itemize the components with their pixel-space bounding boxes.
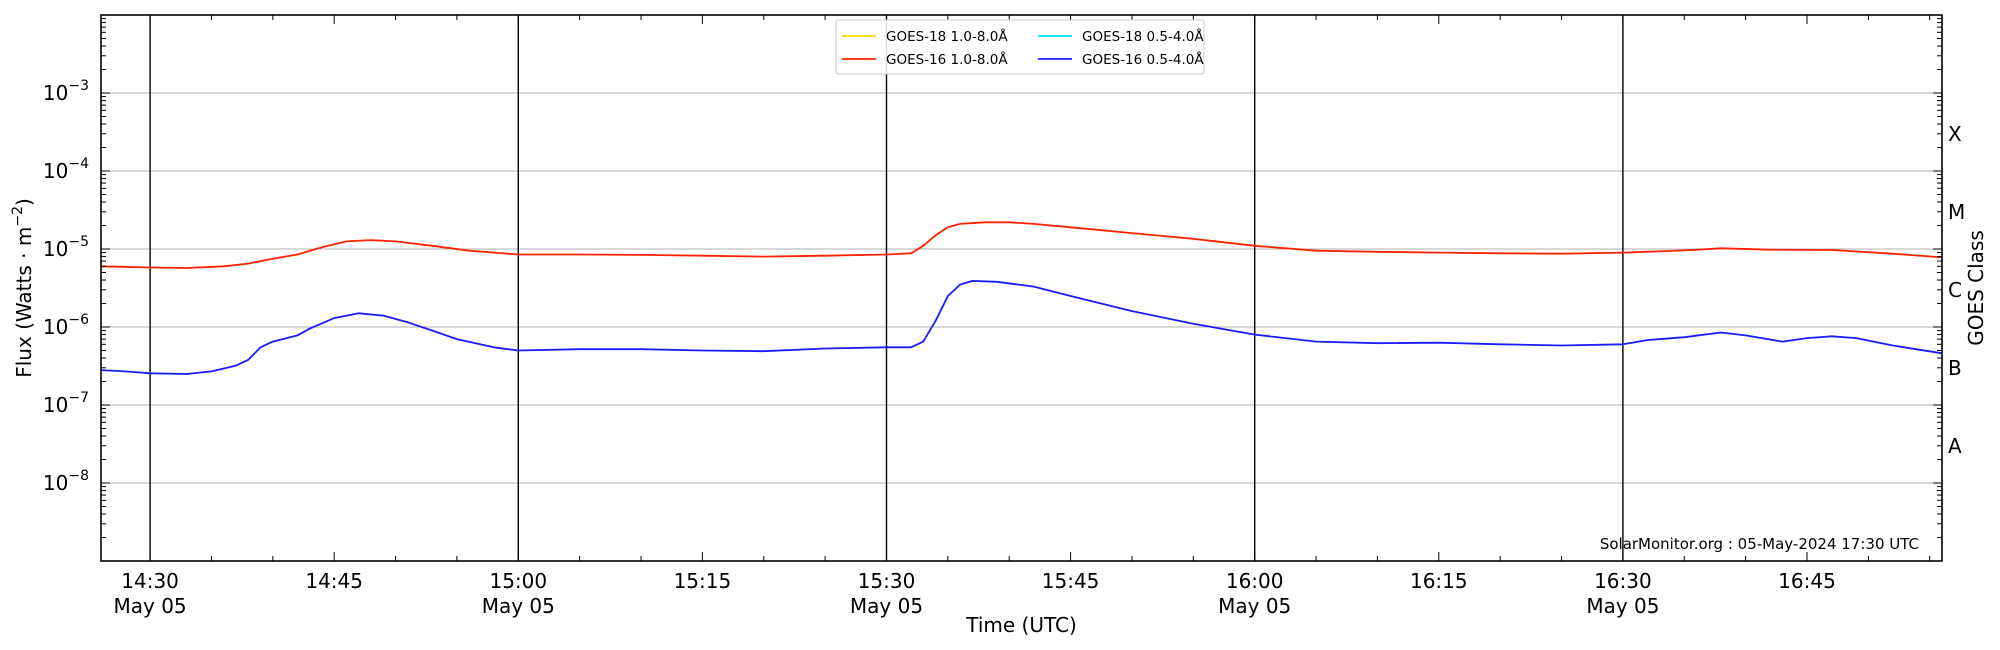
y-tick-label: 10−5 xyxy=(43,234,89,261)
legend-label: GOES-18 1.0-8.0Å xyxy=(886,28,1008,45)
x-axis-title: Time (UTC) xyxy=(965,613,1077,637)
x-tick-date: May 05 xyxy=(482,594,555,618)
y-tick-exponent: −5 xyxy=(68,234,89,250)
y-tick-label: 10−6 xyxy=(43,312,89,339)
legend-label: GOES-16 0.5-4.0Å xyxy=(1082,51,1204,68)
y-tick-base: 10 xyxy=(43,393,68,417)
y-tick-exponent: −4 xyxy=(68,156,89,172)
axis-ticks xyxy=(101,15,1942,562)
x-tick-label: 14:30 xyxy=(121,569,179,593)
x-tick-label: 15:15 xyxy=(674,569,732,593)
goes-class-label: B xyxy=(1948,356,1962,380)
right-axis-title: GOES Class xyxy=(1964,230,1988,346)
y-tick-label: 10−7 xyxy=(43,390,89,417)
day-marker-lines xyxy=(149,15,1624,561)
goes-class-label: X xyxy=(1948,122,1962,146)
y-tick-base: 10 xyxy=(43,237,68,261)
y-tick-exponent: −3 xyxy=(68,78,89,94)
y-axis-title-exponent: −2 xyxy=(10,206,26,227)
series-line xyxy=(100,221,1943,269)
y-tick-base: 10 xyxy=(43,471,68,495)
y-axis-title: Flux (Watts · m−2) xyxy=(10,198,36,378)
goes-class-label: M xyxy=(1948,200,1965,224)
y-tick-exponent: −6 xyxy=(68,312,89,328)
goes-class-label: A xyxy=(1948,434,1962,458)
x-tick-label: 15:45 xyxy=(1042,569,1100,593)
y-tick-base: 10 xyxy=(43,159,68,183)
x-tick-date: May 05 xyxy=(1586,594,1659,618)
grid-lines xyxy=(101,92,1942,484)
credit-text: SolarMonitor.org : 05-May-2024 17:30 UTC xyxy=(1600,535,1919,553)
series-line xyxy=(100,280,1943,375)
y-tick-base: 10 xyxy=(43,315,68,339)
legend-label: GOES-18 0.5-4.0Å xyxy=(1082,28,1204,45)
x-tick-label: 16:45 xyxy=(1778,569,1836,593)
y-axis-title-main: Flux (Watts · m xyxy=(12,227,36,378)
x-tick-date: May 05 xyxy=(114,594,187,618)
x-tick-label: 14:45 xyxy=(305,569,363,593)
x-tick-label: 15:30 xyxy=(858,569,916,593)
legend: GOES-18 1.0-8.0Å GOES-16 1.0-8.0Å GOES-18 … xyxy=(835,19,1205,75)
x-tick-label: 16:15 xyxy=(1410,569,1468,593)
x-tick-date: May 05 xyxy=(1218,594,1291,618)
goes-class-label: C xyxy=(1948,278,1962,302)
plot-frame xyxy=(100,14,1943,562)
legend-box xyxy=(835,19,1205,75)
x-tick-date: May 05 xyxy=(850,594,923,618)
x-tick-label: 15:00 xyxy=(489,569,547,593)
x-tick-label: 16:30 xyxy=(1594,569,1652,593)
y-tick-exponent: −8 xyxy=(68,468,89,484)
y-tick-label: 10−4 xyxy=(43,156,89,183)
y-axis-title-close: ) xyxy=(12,198,36,206)
series-lines xyxy=(100,221,1943,375)
y-tick-label: 10−8 xyxy=(43,468,89,495)
x-tick-label: 16:00 xyxy=(1226,569,1284,593)
y-tick-base: 10 xyxy=(43,81,68,105)
y-tick-exponent: −7 xyxy=(68,390,89,406)
legend-label: GOES-16 1.0-8.0Å xyxy=(886,51,1008,68)
y-tick-label: 10−3 xyxy=(43,78,89,105)
